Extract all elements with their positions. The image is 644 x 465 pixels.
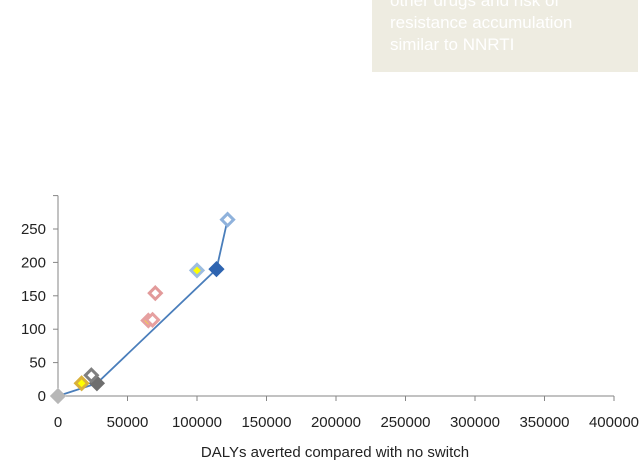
series-line-group: [57, 219, 229, 397]
y-tick-label: 0: [38, 388, 46, 405]
annotation-line-1: other drugs and risk of: [390, 0, 560, 10]
data-point-marker: [49, 387, 67, 405]
annotation-line-2: resistance accumulation: [390, 13, 573, 32]
annotation-text: other drugs and risk of resistance accum…: [390, 0, 628, 56]
x-tick-label: 100000: [172, 414, 222, 431]
annotation-box: other drugs and risk of resistance accum…: [372, 0, 638, 72]
x-tick-label: 50000: [107, 414, 149, 431]
y-tick-label: 150: [21, 288, 46, 305]
data-point-marker: [144, 311, 161, 328]
data-point-marker: [83, 367, 100, 384]
data-point-marker: [188, 262, 206, 279]
x-tick-label: 300000: [450, 414, 500, 431]
y-tick-label: 100: [21, 321, 46, 338]
x-tick-label: 350000: [519, 414, 569, 431]
annotation-line-3: similar to NNRTI: [390, 35, 515, 54]
x-tick-label: 150000: [241, 414, 291, 431]
series-line: [57, 219, 229, 397]
x-tick-label: 200000: [311, 414, 361, 431]
data-point-marker: [147, 285, 164, 302]
y-tick-label: 50: [29, 355, 46, 372]
x-axis-label: DALYs averted compared with no switch: [201, 444, 469, 461]
marker-group: [49, 211, 236, 405]
y-tick-label: 200: [21, 254, 46, 271]
data-point-marker: [73, 375, 90, 392]
data-point-marker: [208, 260, 225, 278]
x-tick-label: 250000: [380, 414, 430, 431]
y-axis-ticks: 0 50 100 150 200 250: [21, 195, 58, 405]
x-axis-ticks: 0 50000 100000 150000 200000 250000 300000 3500…: [54, 396, 639, 431]
chart-axes: [57, 195, 614, 397]
x-tick-label: 0: [54, 414, 62, 431]
x-tick-label: 400000: [589, 414, 639, 431]
data-point-marker: [219, 211, 236, 228]
y-tick-label: 250: [21, 221, 46, 238]
